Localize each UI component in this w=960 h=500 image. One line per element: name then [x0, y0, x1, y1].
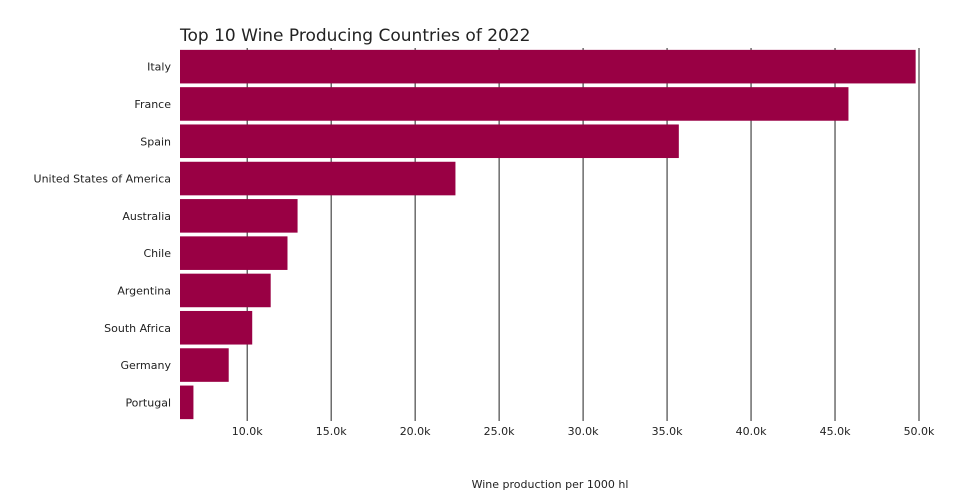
- category-label: Portugal: [125, 396, 171, 409]
- category-label: South Africa: [104, 322, 171, 335]
- bar-south-africa[interactable]: [180, 310, 253, 345]
- x-axis-title: Wine production per 1000 hl: [472, 478, 629, 491]
- bar-chile[interactable]: [180, 236, 288, 270]
- bar-spain[interactable]: [180, 124, 679, 159]
- bar-germany[interactable]: [180, 348, 229, 382]
- x-tick-label: 30.0k: [568, 425, 599, 438]
- x-tick-label: 40.0k: [736, 425, 767, 438]
- category-label: Spain: [140, 135, 171, 148]
- bars: [180, 49, 916, 420]
- bar-australia[interactable]: [180, 199, 298, 233]
- bar-argentina[interactable]: [180, 273, 271, 308]
- category-label: United States of America: [34, 173, 171, 186]
- x-tick-label: 15.0k: [316, 425, 347, 438]
- x-tick-labels: 10.0k 15.0k 20.0k 25.0k 30.0k 35.0k 40.0k 45.0k…: [232, 425, 935, 438]
- category-label: Chile: [143, 247, 171, 260]
- x-tick-label: 25.0k: [484, 425, 515, 438]
- category-label: Argentina: [117, 284, 171, 297]
- category-label: France: [134, 98, 171, 111]
- bar-portugal[interactable]: [180, 385, 194, 420]
- category-labels: Italy France Spain United States of America…: [34, 61, 172, 410]
- x-tick-label: 50.0k: [904, 425, 935, 438]
- chart-title: Top 10 Wine Producing Countries of 2022: [179, 26, 530, 46]
- x-tick-label: 10.0k: [232, 425, 263, 438]
- x-tick-label: 45.0k: [820, 425, 851, 438]
- category-label: Australia: [122, 210, 171, 223]
- category-label: Italy: [147, 61, 171, 74]
- x-tick-label: 20.0k: [400, 425, 431, 438]
- category-label: Germany: [120, 359, 171, 372]
- bar-united-states-of-america[interactable]: [180, 161, 456, 196]
- bar-italy[interactable]: [180, 49, 916, 84]
- x-tick-label: 35.0k: [652, 425, 683, 438]
- bar-france[interactable]: [180, 87, 849, 121]
